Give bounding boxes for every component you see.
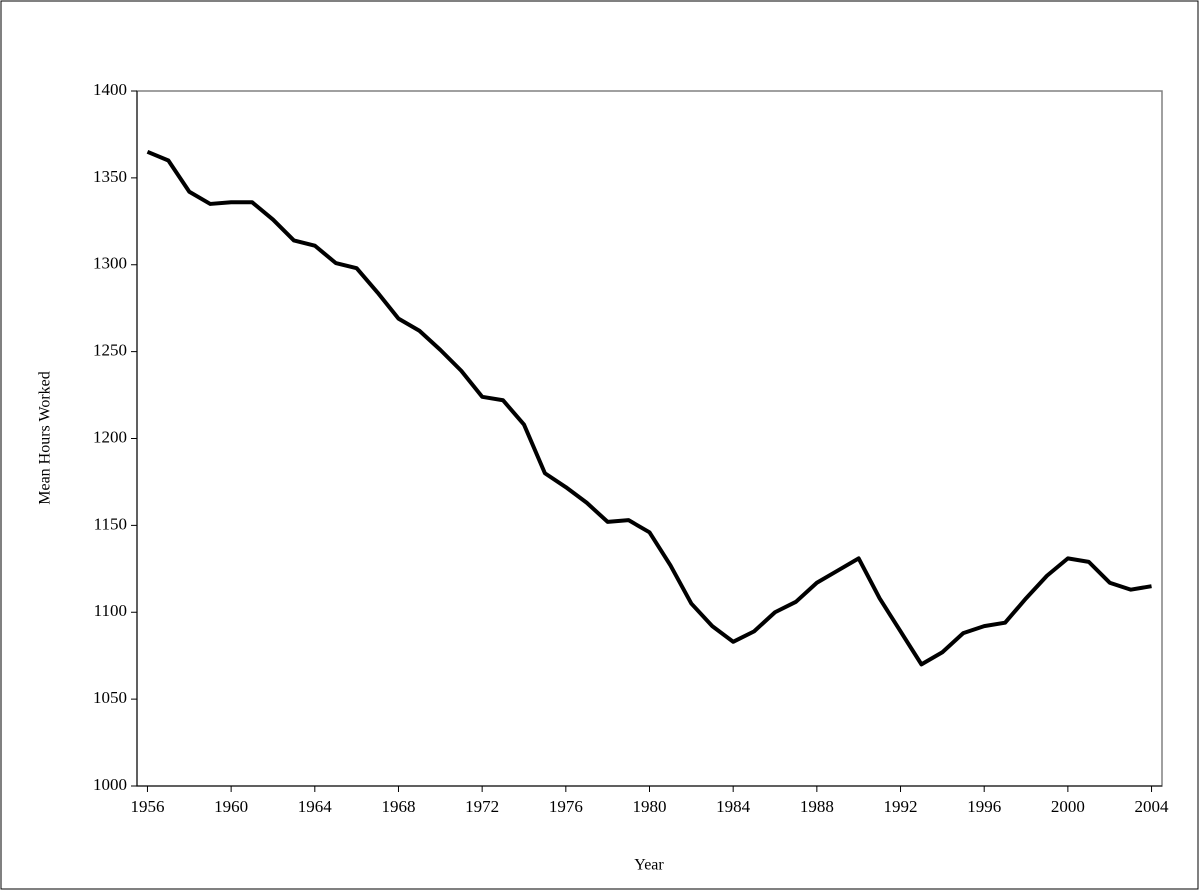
x-tick-label: 1992 (884, 797, 918, 816)
y-tick-label: 1200 (93, 427, 127, 446)
x-tick-label: 1972 (465, 797, 499, 816)
line-series (146, 149, 1152, 667)
y-axis-title: Mean Hours Worked (37, 371, 54, 505)
x-axis-title: Year (634, 857, 664, 874)
x-tick-label: 2000 (1051, 797, 1085, 816)
y-tick-label: 1300 (93, 254, 127, 273)
x-tick-label: 1976 (549, 797, 583, 816)
y-tick-label: 1000 (93, 775, 127, 794)
x-tick-label: 1988 (800, 797, 834, 816)
x-tick-label: 1996 (967, 797, 1001, 816)
y-tick-label: 1350 (93, 167, 127, 186)
x-tick-label: 1960 (214, 797, 248, 816)
y-tick-label: 1250 (93, 341, 127, 360)
x-tick-label: 1964 (298, 797, 333, 816)
y-tick-label: 1050 (93, 688, 127, 707)
x-tick-label: 1980 (633, 797, 667, 816)
y-tick-label: 1400 (93, 80, 127, 99)
x-tick-label: 1956 (130, 797, 164, 816)
y-tick-label: 1100 (94, 601, 127, 620)
x-tick-label: 1984 (716, 797, 751, 816)
x-tick-label: 2004 (1135, 797, 1170, 816)
y-tick-label: 1150 (94, 514, 127, 533)
x-tick-label: 1968 (381, 797, 415, 816)
plot-area (136, 90, 1163, 787)
